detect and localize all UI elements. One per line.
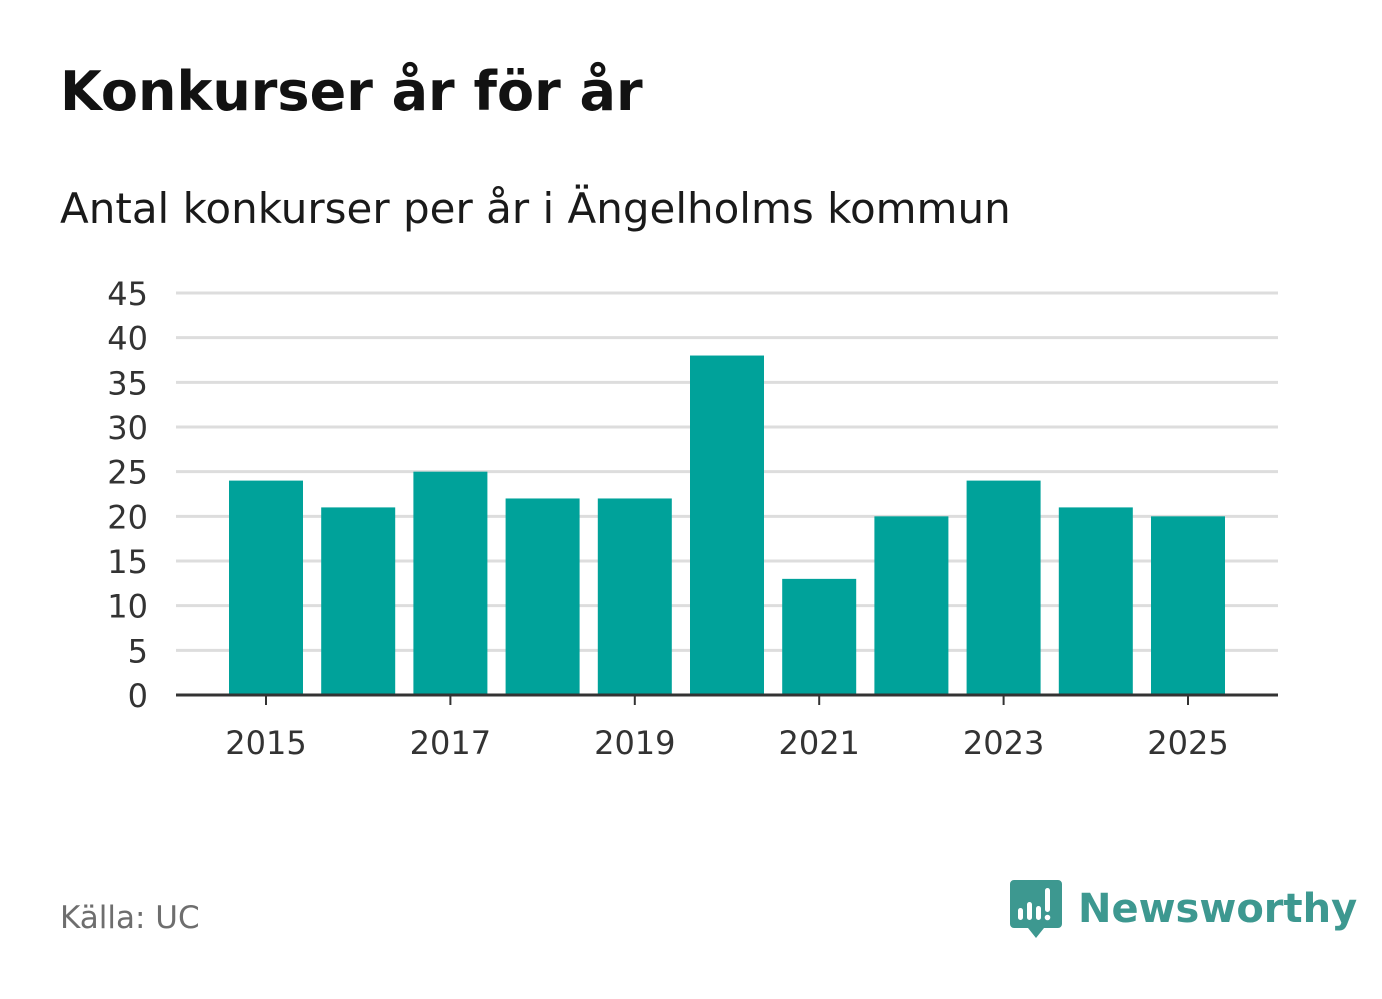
y-tick-label: 35 bbox=[107, 364, 148, 402]
bar-2018 bbox=[505, 498, 580, 695]
y-tick-label: 25 bbox=[107, 454, 148, 492]
bar-2023 bbox=[966, 480, 1041, 695]
y-tick-label: 45 bbox=[107, 275, 148, 313]
y-tick-label: 5 bbox=[128, 632, 148, 670]
y-tick-label: 15 bbox=[107, 543, 148, 581]
bar-2017 bbox=[413, 471, 488, 695]
bar-2020 bbox=[690, 355, 764, 695]
brand-name: Newsworthy bbox=[1078, 886, 1358, 932]
bars bbox=[229, 355, 1225, 695]
x-tick-label: 2015 bbox=[225, 724, 306, 762]
source-note: Källa: UC bbox=[60, 900, 200, 936]
y-tick-label: 0 bbox=[128, 677, 148, 715]
x-tick-label: 2019 bbox=[594, 724, 675, 762]
x-tick-label: 2023 bbox=[963, 724, 1044, 762]
y-tick-label: 40 bbox=[107, 320, 148, 358]
y-tick-label: 10 bbox=[107, 588, 148, 626]
bar-2022 bbox=[874, 516, 949, 695]
bar-2015 bbox=[229, 480, 303, 695]
brand-logo-lockup: Newsworthy bbox=[1010, 878, 1357, 940]
bar-2019 bbox=[597, 498, 672, 695]
x-tick-label: 2025 bbox=[1147, 724, 1228, 762]
bar-2016 bbox=[321, 507, 396, 695]
y-tick-label: 30 bbox=[107, 409, 148, 447]
bar-2024 bbox=[1058, 507, 1133, 695]
y-tick-label: 20 bbox=[107, 498, 148, 536]
x-tick-label: 2021 bbox=[778, 724, 859, 762]
chart-title: Konkurser år för år bbox=[60, 60, 643, 123]
bar-chart-speech-bubble-icon bbox=[1010, 880, 1062, 938]
x-tick-label: 2017 bbox=[410, 724, 491, 762]
bar-2025 bbox=[1151, 516, 1225, 695]
bar-2021 bbox=[782, 578, 857, 695]
chart-subtitle: Antal konkurser per år i Ängelholms komm… bbox=[60, 184, 1011, 233]
